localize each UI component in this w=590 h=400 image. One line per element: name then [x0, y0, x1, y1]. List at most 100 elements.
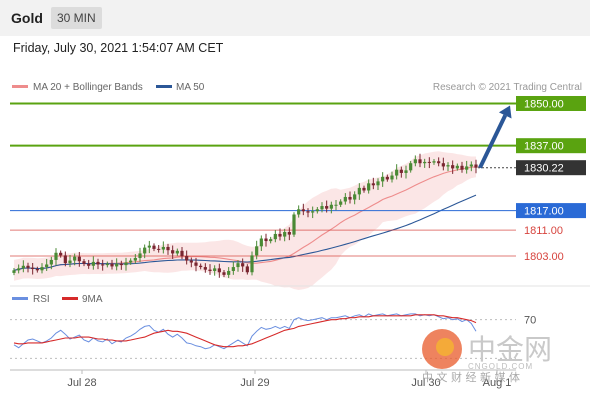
candle: [17, 264, 21, 274]
candle: [82, 258, 86, 267]
candle: [399, 166, 403, 178]
candle: [124, 257, 128, 271]
candle: [385, 174, 389, 182]
watermark-domain: CNGOLD.COM: [468, 362, 533, 371]
candle: [133, 254, 137, 264]
x-tick-label: Jul 30: [411, 377, 440, 389]
instrument-name: Gold: [11, 10, 43, 26]
candle: [427, 157, 431, 169]
candle: [320, 202, 324, 213]
candle: [301, 203, 305, 216]
candle: [96, 258, 100, 270]
candle: [376, 178, 380, 190]
candle: [264, 233, 268, 247]
candle: [255, 240, 259, 260]
forecast-arrow-head: [498, 105, 512, 119]
level-tag: [516, 95, 586, 111]
candle: [441, 157, 445, 171]
candle: [143, 244, 147, 259]
level-label: 1830.22: [524, 163, 564, 175]
candle: [68, 255, 72, 268]
candle: [287, 227, 291, 241]
level-support-4: 1811.00: [10, 225, 563, 237]
level-tag: [516, 203, 586, 219]
candle: [166, 243, 170, 255]
candle: [297, 205, 301, 218]
candlesticks: [12, 153, 478, 278]
candle: [194, 257, 198, 272]
candle: [259, 235, 263, 252]
candle: [395, 164, 399, 180]
candle: [119, 260, 123, 270]
candle: [353, 191, 357, 205]
candle: [105, 261, 109, 268]
candle: [357, 183, 361, 200]
legend-ma20-label: MA 20 + Bollinger Bands: [33, 82, 143, 93]
candle: [343, 193, 347, 205]
watermark-graphic: 中金网 CNGOLD.COM 中 文 财 经 新 媒 体: [422, 329, 552, 384]
candle: [418, 153, 422, 168]
candle: [87, 259, 91, 269]
candle: [451, 160, 455, 174]
candle: [157, 245, 161, 253]
candle: [77, 251, 81, 267]
candle: [49, 256, 53, 270]
candle: [273, 230, 277, 243]
candle: [222, 269, 226, 278]
legend-ma50-swatch: [156, 85, 172, 88]
candle: [227, 267, 231, 278]
level-support-5: 1803.00: [10, 251, 564, 263]
candle: [175, 248, 179, 256]
level-label: 1837.00: [524, 141, 564, 153]
price-levels: 1850.00 1837.00 1830.22 1817.00 1811.00 1803.…: [10, 95, 586, 263]
candle: [241, 258, 245, 272]
forecast-arrow: [478, 105, 512, 169]
candle: [138, 247, 142, 262]
candle: [59, 250, 63, 258]
x-tick-label: Jul 29: [240, 377, 269, 389]
candle: [460, 161, 464, 173]
candle: [171, 245, 175, 259]
candle: [446, 162, 450, 172]
candle: [390, 171, 394, 183]
candle: [437, 157, 441, 167]
candle: [189, 257, 193, 268]
candle: [110, 259, 114, 270]
candle: [203, 263, 207, 273]
candle: [306, 208, 310, 218]
candle: [73, 253, 77, 266]
level-resistance-1: 1837.00: [10, 138, 586, 154]
candle: [35, 266, 39, 273]
rsi-tick-label: 70: [524, 315, 536, 327]
legend-ma20-swatch: [12, 85, 28, 88]
level-label: 1803.00: [524, 251, 564, 263]
rsi-9ma-line: [13, 314, 477, 348]
candle: [208, 264, 212, 275]
candle: [54, 248, 58, 266]
candle: [115, 258, 119, 271]
candle: [245, 264, 249, 275]
candle: [367, 179, 371, 194]
candle: [339, 199, 343, 208]
legend-rsi-swatch: [12, 297, 28, 300]
chart-timestamp: Friday, July 30, 2021 1:54:07 AM CET: [13, 41, 224, 55]
candle: [455, 163, 459, 171]
candle: [199, 263, 203, 270]
candle: [413, 155, 417, 167]
level-tag: [516, 160, 586, 176]
candle: [409, 160, 413, 173]
candle: [40, 263, 44, 274]
timeframe-badge[interactable]: 30 MIN: [51, 7, 102, 29]
legend-rsi-label: RSI: [33, 294, 50, 305]
candle: [381, 172, 385, 187]
candle: [31, 263, 35, 275]
x-tick-label: Aug 1: [483, 377, 512, 389]
candle: [213, 265, 217, 276]
candle: [217, 263, 221, 278]
candle: [329, 201, 333, 214]
price-legend: MA 20 + Bollinger Bands MA 50 Research ©…: [12, 82, 582, 93]
candle: [362, 185, 366, 193]
x-axis-ticks: Jul 28 Jul 29 Jul 30 Aug 1: [67, 370, 511, 389]
candle: [371, 177, 375, 190]
